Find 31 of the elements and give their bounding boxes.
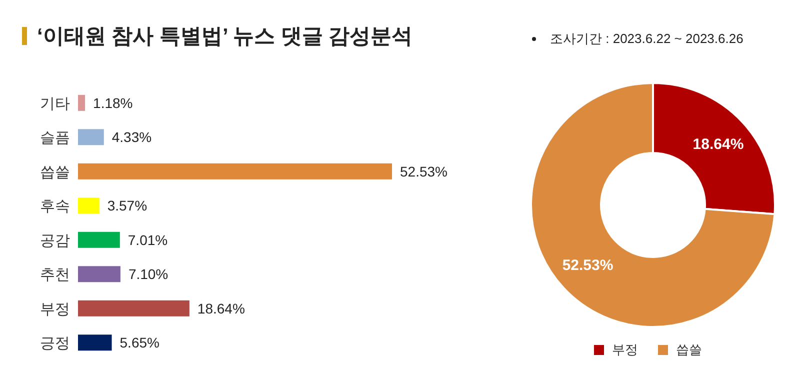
y-tick-label: 슬픔 bbox=[40, 130, 70, 147]
data-label: 4.33% bbox=[112, 129, 152, 146]
data-label: 1.18% bbox=[93, 94, 133, 111]
y-tick-label: 씁쓸 bbox=[40, 164, 70, 181]
y-tick-label: 긍정 bbox=[40, 335, 70, 352]
data-label: 52.53% bbox=[400, 163, 448, 180]
y-tick-label: 기타 bbox=[40, 95, 70, 112]
data-label: 18.64% bbox=[692, 136, 744, 153]
y-tick-label: 후속 bbox=[40, 198, 70, 216]
donut-slice bbox=[530, 82, 776, 328]
bar bbox=[78, 163, 392, 180]
y-tick-label: 부정 bbox=[40, 300, 70, 318]
bar bbox=[78, 334, 112, 351]
bar bbox=[78, 300, 190, 316]
legend-label: 씁쓸 bbox=[675, 341, 702, 359]
data-label: 3.57% bbox=[107, 198, 148, 214]
data-label: 52.53% bbox=[562, 257, 614, 274]
bar bbox=[78, 266, 120, 282]
y-tick-label: 공감 bbox=[40, 232, 70, 250]
data-label: 18.64% bbox=[197, 300, 245, 316]
data-label: 5.65% bbox=[120, 334, 160, 351]
chart-subtitle: 조사기간 : 2023.6.22 ~ 2023.6.26 bbox=[550, 30, 744, 48]
data-label: 7.10% bbox=[128, 266, 168, 282]
y-tick-label: 추천 bbox=[40, 266, 70, 284]
bar bbox=[78, 129, 104, 146]
bar bbox=[78, 232, 120, 248]
data-label: 7.01% bbox=[128, 232, 168, 248]
bar bbox=[78, 198, 100, 214]
legend-label: 부정 bbox=[611, 341, 638, 359]
chart-title: ‘이태원 참사 특별법’ 뉴스 댓글 감성분석 bbox=[37, 24, 413, 50]
bar bbox=[78, 94, 86, 111]
